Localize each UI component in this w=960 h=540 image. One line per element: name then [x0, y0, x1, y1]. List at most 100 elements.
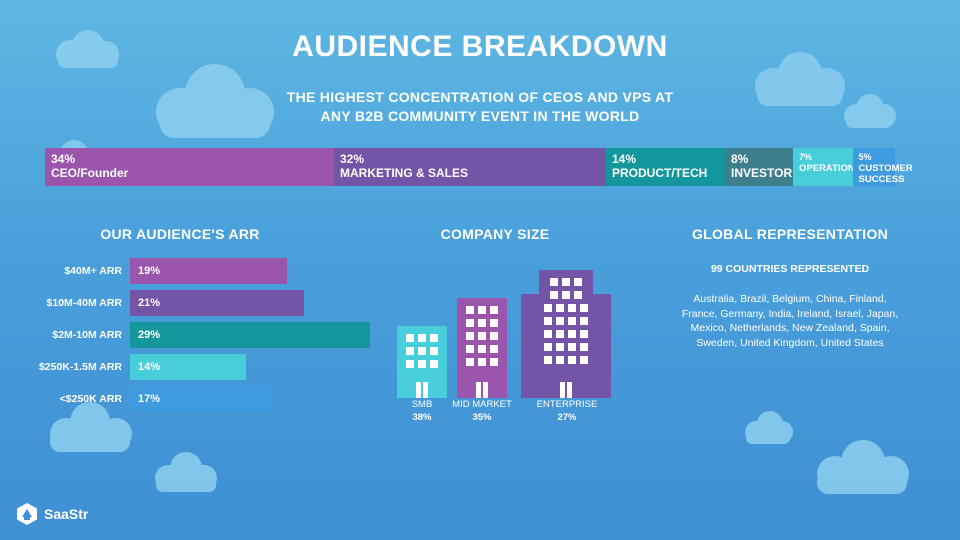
building-caption: SMB 38%: [377, 398, 467, 424]
building-caption-percent: 27%: [557, 412, 577, 423]
global-heading: GLOBAL REPRESENTATION: [691, 226, 889, 242]
arr-category-label: <$250K ARR: [59, 393, 122, 405]
arr-category-label: $2M-10M ARR: [52, 329, 122, 341]
building-window: [544, 356, 552, 364]
role-stacked-bar: 34% CEO/Founder 32% MARKETING & SALES 14% PRO…: [45, 148, 913, 186]
building-window: [418, 347, 426, 355]
building-window: [580, 304, 588, 312]
building-window: [478, 345, 486, 353]
arr-category-label: $10M-40M ARR: [46, 297, 122, 309]
building-window: [430, 347, 438, 355]
role-label: MARKETING & SALES: [340, 166, 469, 180]
arr-value-label: 19%: [138, 265, 161, 277]
building-window: [430, 334, 438, 342]
building-door-seam: [421, 382, 423, 398]
building-body: [521, 294, 611, 398]
arr-category-label: $250K-1.5M ARR: [38, 361, 122, 373]
cloud-icon: [155, 452, 217, 492]
building-window: [568, 317, 576, 325]
building-caption: MID MARKET 35%: [437, 398, 527, 424]
cloud-icon: [745, 411, 793, 444]
building-window: [406, 334, 414, 342]
building-window: [406, 360, 414, 368]
building-window: [418, 360, 426, 368]
arr-value-label: 21%: [138, 297, 161, 309]
role-label: INVESTOR: [731, 166, 793, 180]
building-window: [478, 306, 486, 314]
role-segment: 7% OPERATIONS: [793, 148, 862, 186]
saastr-logo-icon: [17, 503, 37, 525]
building-window: [544, 343, 552, 351]
role-percent: 14%: [612, 152, 637, 166]
building-window: [556, 343, 564, 351]
arr-heading: OUR AUDIENCE'S ARR: [100, 226, 260, 242]
page-subtitle: THE HIGHEST CONCENTRATION OF CEOS AND VP…: [0, 88, 960, 126]
building-caption-percent: 35%: [472, 412, 492, 423]
saastr-logo: SaaStr: [16, 502, 88, 526]
building-window: [580, 343, 588, 351]
countries-count: 99 COUNTRIES REPRESENTED: [710, 263, 870, 275]
arr-bar-chart: $40M+ ARR 19% $10M-40M ARR 21% $2M-10M ARR 29…: [0, 258, 380, 418]
countries-list: Australia, Brazil, Belgium, China, Finla…: [681, 293, 899, 349]
building-window: [556, 356, 564, 364]
role-label: OPERATIONS: [799, 163, 862, 174]
role-segment: 32% MARKETING & SALES: [334, 148, 606, 186]
building-caption-percent: 38%: [412, 412, 432, 423]
subtitle-line: ANY B2B COMMUNITY EVENT IN THE WORLD: [320, 108, 640, 124]
company-size-heading: COMPANY SIZE: [440, 226, 550, 242]
building-window: [580, 317, 588, 325]
building-window: [490, 345, 498, 353]
building-window: [580, 356, 588, 364]
building-window: [406, 347, 414, 355]
building-window: [544, 317, 552, 325]
building-window: [556, 304, 564, 312]
building-caption-label: SMB: [411, 399, 433, 410]
role-segment: 34% CEO/Founder: [45, 148, 334, 186]
building-window: [478, 319, 486, 327]
building-window: [478, 332, 486, 340]
building-window: [418, 334, 426, 342]
building-window: [466, 306, 474, 314]
building-window: [580, 330, 588, 338]
building-window: [550, 291, 558, 299]
page-title: AUDIENCE BREAKDOWN: [292, 30, 668, 63]
building-window: [562, 278, 570, 286]
building-window: [466, 319, 474, 327]
role-segment: 5% CUSTOMER SUCCESS: [852, 148, 913, 186]
building-window: [478, 358, 486, 366]
role-segment: 8% INVESTOR: [725, 148, 793, 186]
role-label: PRODUCT/TECH: [612, 166, 708, 180]
building-enterprise: [521, 270, 611, 398]
role-percent: 32%: [340, 152, 365, 166]
subtitle-line: THE HIGHEST CONCENTRATION OF CEOS AND VP…: [286, 89, 674, 105]
arr-category-label: $40M+ ARR: [64, 265, 122, 277]
building-window: [568, 343, 576, 351]
role-percent: 34%: [51, 152, 76, 166]
role-label: CUSTOMER SUCCESS: [858, 163, 913, 185]
building-caption-label: ENTERPRISE: [536, 399, 598, 410]
building-door-seam: [481, 382, 483, 398]
role-percent: 7%: [799, 152, 813, 162]
building-window: [466, 358, 474, 366]
role-percent: 8%: [731, 152, 749, 166]
building-window: [430, 360, 438, 368]
arr-bar: [130, 386, 271, 412]
brand-name: SaaStr: [44, 506, 89, 522]
building-window: [556, 317, 564, 325]
building-caption: ENTERPRISE 27%: [522, 398, 612, 424]
building-window: [490, 319, 498, 327]
building-window: [490, 332, 498, 340]
arr-bar: [130, 354, 246, 380]
building-window: [466, 332, 474, 340]
building-window: [466, 345, 474, 353]
building-window: [562, 291, 570, 299]
cloud-icon: [817, 440, 909, 494]
arr-bar: [130, 290, 304, 316]
arr-bar: [130, 322, 370, 348]
building-mid-market: [457, 298, 507, 398]
building-window: [544, 330, 552, 338]
building-window: [568, 356, 576, 364]
building-window: [574, 291, 582, 299]
building-window: [556, 330, 564, 338]
building-window: [490, 306, 498, 314]
